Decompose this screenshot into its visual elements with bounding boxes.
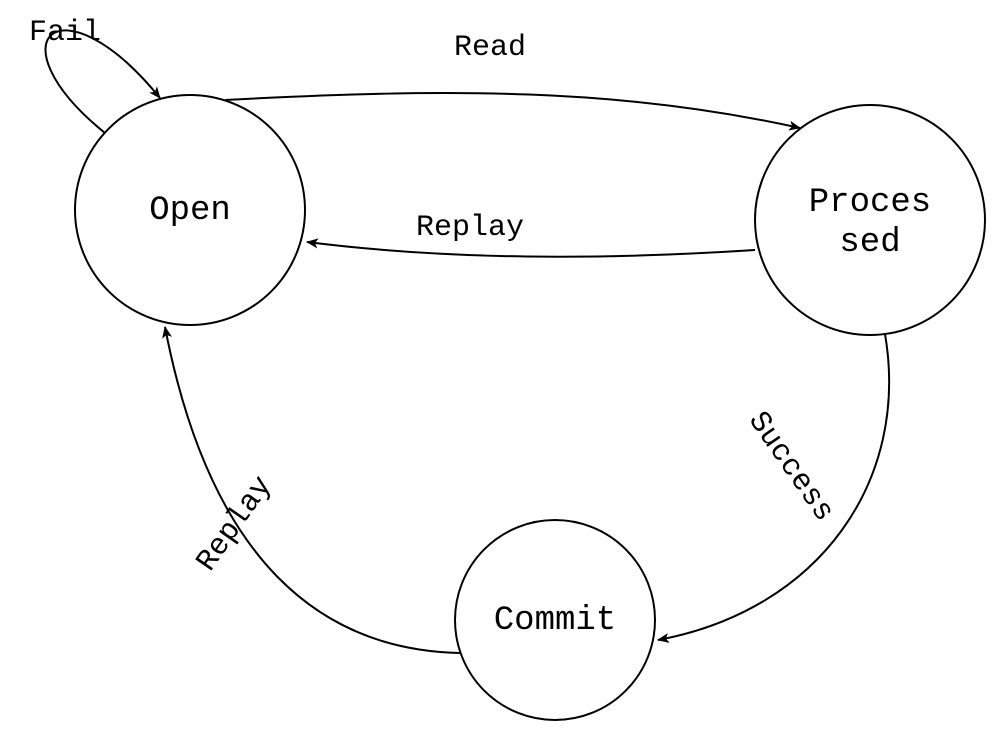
- edge-fail-label: Fail: [29, 16, 101, 50]
- edge-replay-top-path: [307, 242, 755, 257]
- node-open: Open: [75, 95, 305, 325]
- node-processed-label-1: Proces: [809, 184, 931, 222]
- edge-success-path: [658, 334, 889, 640]
- node-processed: Proces sed: [755, 105, 985, 335]
- edge-read-path: [225, 93, 800, 128]
- node-commit: Commit: [455, 520, 655, 720]
- edge-success: Success: [658, 334, 889, 640]
- edge-replay-top-label: Replay: [416, 211, 524, 245]
- edge-fail: Fail: [29, 16, 160, 133]
- edge-replay-top: Replay: [307, 211, 755, 257]
- edge-replay-bottom-label: Replay: [190, 470, 280, 578]
- node-open-label: Open: [149, 192, 231, 230]
- node-processed-label-2: sed: [839, 224, 900, 262]
- state-diagram: Fail Read Replay Success Replay Open Pro…: [0, 0, 1000, 754]
- edge-read-label: Read: [454, 31, 526, 65]
- node-commit-label: Commit: [494, 602, 616, 640]
- edge-replay-bottom-path: [165, 327, 460, 653]
- edge-replay-bottom: Replay: [165, 327, 460, 653]
- edge-read: Read: [225, 31, 800, 128]
- edge-success-label: Success: [740, 406, 840, 529]
